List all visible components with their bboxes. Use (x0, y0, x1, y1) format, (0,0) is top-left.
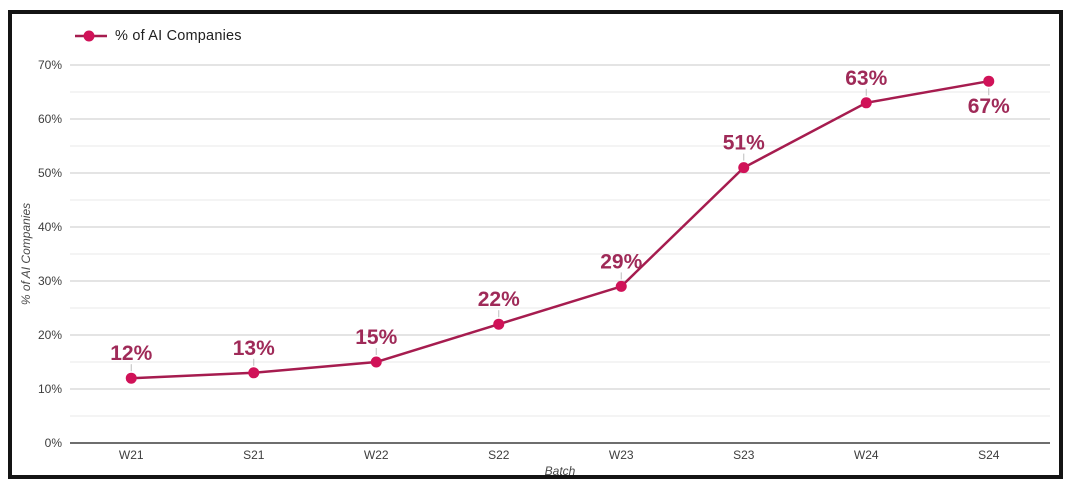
data-point (493, 318, 505, 330)
x-tick-label: S22 (488, 448, 510, 462)
series-line (131, 79, 989, 380)
data-point (860, 97, 872, 109)
data-point (615, 280, 627, 292)
x-tick-label: W23 (609, 448, 634, 462)
y-tick-label: 60% (38, 112, 62, 126)
y-tick-label: 0% (45, 436, 63, 450)
x-tick-label: W24 (854, 448, 879, 462)
y-tick-label: 20% (38, 328, 62, 342)
data-point (125, 372, 137, 384)
x-axis-title: Batch (545, 464, 576, 478)
data-point (248, 367, 260, 379)
chart-frame (8, 10, 1063, 479)
legend-label: % of AI Companies (115, 28, 242, 44)
data-point (370, 356, 382, 368)
y-tick-label: 30% (38, 274, 62, 288)
data-point-label: 15% (355, 326, 397, 349)
data-point-label: 29% (600, 250, 642, 273)
data-point-label: 67% (968, 95, 1010, 118)
data-point-label: 51% (723, 132, 765, 155)
x-tick-label: W21 (119, 448, 144, 462)
x-tick-label: S24 (978, 448, 1000, 462)
y-tick-label: 70% (38, 58, 62, 72)
y-tick-label: 50% (38, 166, 62, 180)
data-point-label: 12% (110, 342, 152, 365)
legend-marker-icon (75, 30, 107, 42)
legend: % of AI Companies (75, 28, 242, 44)
data-point-label: 63% (845, 67, 887, 90)
y-tick-label: 40% (38, 220, 62, 234)
data-point-label: 22% (478, 288, 520, 311)
data-point (738, 162, 750, 174)
data-point-label: 13% (233, 337, 275, 360)
x-tick-label: S23 (733, 448, 755, 462)
y-axis-title: % of AI Companies (19, 203, 33, 305)
data-point (983, 75, 995, 87)
y-tick-label: 10% (38, 382, 62, 396)
x-tick-label: S21 (243, 448, 265, 462)
x-tick-label: W22 (364, 448, 389, 462)
